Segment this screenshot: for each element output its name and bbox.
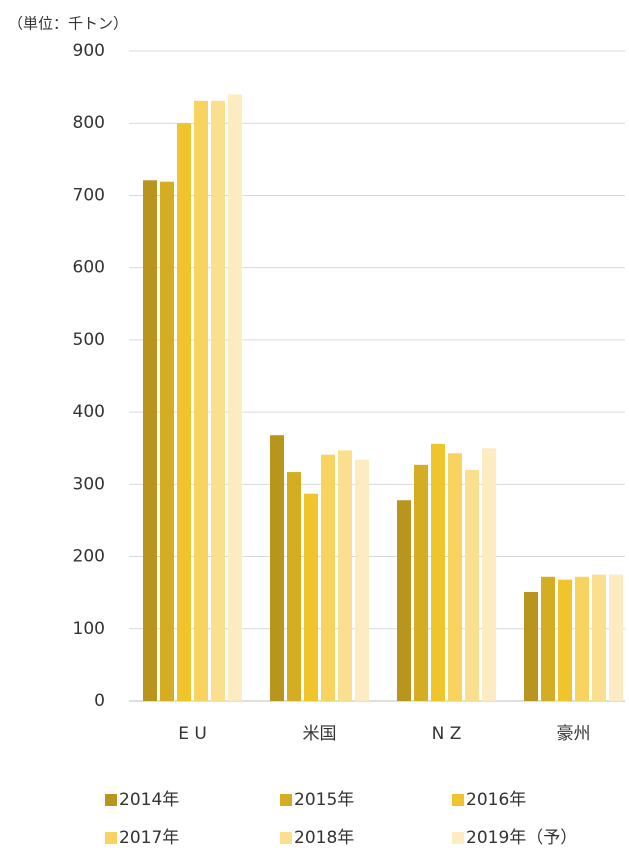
legend-label: 2014年	[119, 790, 179, 810]
y-tick-label: 200	[73, 547, 105, 567]
bar	[575, 576, 589, 701]
y-tick-label: 100	[73, 619, 105, 639]
bar	[143, 180, 157, 701]
bar	[414, 464, 428, 701]
bar	[338, 450, 352, 701]
x-tick-label: 米国	[303, 724, 337, 744]
x-tick-label: N Z	[432, 724, 462, 744]
legend-label: 2015年	[294, 790, 354, 810]
legend-label: 2019年（予）	[466, 828, 577, 848]
bar	[355, 459, 369, 701]
unit-label: （単位：千トン）	[8, 15, 128, 33]
bar	[304, 493, 318, 701]
y-tick-label: 900	[73, 41, 105, 61]
bar	[270, 435, 284, 701]
bar	[177, 123, 191, 701]
y-tick-label: 600	[73, 258, 105, 278]
bar	[287, 472, 301, 701]
legend-swatch	[105, 794, 117, 806]
bar	[448, 453, 462, 701]
y-tick-label: 300	[73, 474, 105, 494]
bar	[541, 576, 555, 701]
bar	[228, 94, 242, 702]
bar	[558, 579, 572, 701]
y-tick-label: 700	[73, 185, 105, 205]
y-tick-label: 400	[73, 402, 105, 422]
bar	[465, 469, 479, 701]
legend-swatch	[105, 832, 117, 844]
bar	[592, 574, 606, 701]
bar	[609, 574, 623, 701]
legend-swatch	[452, 832, 464, 844]
y-tick-label: 500	[73, 330, 105, 350]
bar	[524, 591, 538, 701]
x-tick-label: E U	[178, 724, 207, 744]
x-tick-label: 豪州	[557, 723, 591, 744]
bar	[321, 454, 335, 701]
bar	[194, 100, 208, 702]
bar	[431, 443, 445, 701]
legend-label: 2018年	[294, 828, 354, 848]
legend-swatch	[280, 832, 292, 844]
legend-label: 2017年	[119, 828, 179, 848]
legend-label: 2016年	[466, 790, 526, 810]
legend-swatch	[280, 794, 292, 806]
bar	[160, 181, 174, 701]
y-tick-label: 800	[73, 113, 105, 133]
bar	[211, 100, 225, 702]
legend-swatch	[452, 794, 464, 806]
bar	[482, 448, 496, 701]
bar	[397, 500, 411, 701]
y-tick-label: 0	[94, 691, 105, 711]
